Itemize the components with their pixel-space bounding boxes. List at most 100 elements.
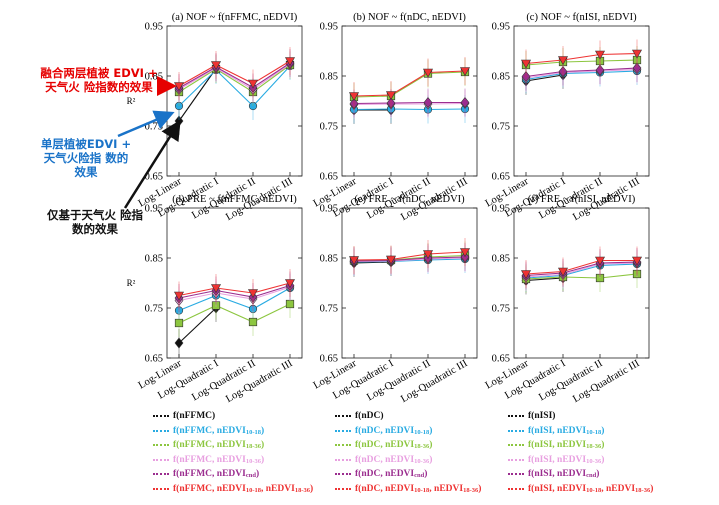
plot-frame xyxy=(166,207,303,359)
data-point xyxy=(557,56,569,66)
legend-entry: f(nDC) xyxy=(335,409,481,424)
series-line xyxy=(178,284,291,299)
legend-entry: f(nISI, nEDVIcnd) xyxy=(508,467,653,482)
legend-swatch xyxy=(508,473,524,476)
legend-swatch xyxy=(508,415,524,418)
legend-1: f(nDC) f(nDC, nEDVI10-18) f(nDC, nEDVI18-3… xyxy=(335,409,481,496)
plot-frame xyxy=(166,25,303,177)
series-line xyxy=(353,71,466,98)
legend-swatch xyxy=(153,429,169,432)
panel-3: (d) FRE ~ f(nFFMC, nEDVI) 0.65 0.75 0.85 0.9… xyxy=(127,194,303,405)
data-point xyxy=(285,299,295,309)
series-line xyxy=(525,263,638,279)
panel-0: (a) NOF ~ f(nFFMC, nEDVI)0.650.750.850.9… xyxy=(127,12,303,223)
y-tick-label: 0.75 xyxy=(145,304,163,315)
series-line xyxy=(353,101,465,105)
data-point xyxy=(422,68,434,78)
data-point xyxy=(247,289,259,299)
data-point xyxy=(348,92,360,102)
panel-4: (e) FRE ~ f(nDC, nEDVI) 0.65 0.75 0.85 0.95 L… xyxy=(312,194,478,405)
legend-label: f(nDC, nEDVI18-36) xyxy=(355,440,433,451)
data-point xyxy=(210,284,222,294)
plot-frame xyxy=(341,25,478,177)
series-line xyxy=(353,108,466,111)
data-point xyxy=(284,57,296,67)
panel-title: (e) FRE ~ f(nDC, nEDVI) xyxy=(354,194,465,205)
y-tick-label: 0.95 xyxy=(492,22,510,33)
legend-entry: f(nDC, nEDVI10-18, nEDVI18-36) xyxy=(335,482,481,497)
series-line xyxy=(525,277,564,282)
legend-label: f(nFFMC, nEDVIcnd) xyxy=(173,469,260,480)
legend-label: f(nDC) xyxy=(355,411,384,422)
legend-entry: f(nFFMC, nEDVI10-18, nEDVI18-36) xyxy=(153,482,313,497)
legend-swatch xyxy=(508,429,524,432)
series-line xyxy=(525,70,638,81)
data-point xyxy=(460,97,470,108)
legend-label: f(nDC, nEDVI10-18) xyxy=(355,425,433,436)
series-line xyxy=(178,63,291,91)
panel-2: (c) NOF ~ f(nISI, nEDVI) 0.65 0.75 0.85 0.95… xyxy=(484,12,650,223)
data-point xyxy=(284,279,296,289)
data-point xyxy=(248,317,258,327)
y-tick-label: 0.85 xyxy=(492,254,510,265)
legend-label: f(nISI) xyxy=(528,411,556,422)
y-tick-label: 0.85 xyxy=(145,72,163,83)
legend-swatch xyxy=(508,487,524,490)
series-line xyxy=(525,259,637,275)
y-axis-label: R² xyxy=(127,278,136,288)
data-point xyxy=(520,270,532,280)
plot-frame xyxy=(341,207,478,359)
legend-label: f(nDC, nEDVI10-18, nEDVI18-36) xyxy=(355,483,482,494)
data-point xyxy=(631,49,643,59)
legend-entry: f(nISI, nEDVI10-36) xyxy=(508,453,653,468)
legend-swatch xyxy=(335,415,351,418)
panel-1: (b) NOF ~ f(nDC, nEDVI)0.650.750.850.95L… xyxy=(312,12,478,223)
data-point xyxy=(210,61,222,71)
data-point xyxy=(557,267,569,277)
legend-label: f(nFFMC, nEDVI10-18) xyxy=(173,425,265,436)
legend-0: f(nFFMC) f(nFFMC, nEDVI10-18) f(nFFMC, nED… xyxy=(153,409,313,496)
y-tick-label: 0.95 xyxy=(145,22,163,33)
data-point xyxy=(595,64,605,76)
plot-frame xyxy=(513,25,650,177)
y-tick-label: 0.95 xyxy=(320,22,338,33)
data-point xyxy=(422,250,434,260)
legend-label: f(nFFMC, nEDVI10-18, nEDVI18-36) xyxy=(173,483,314,494)
legend-entry: f(nFFMC) xyxy=(153,409,313,424)
legend-swatch xyxy=(508,444,524,447)
x-tick-label: Log-Quadratic III xyxy=(399,358,470,405)
panel-title: (d) FRE ~ f(nFFMC, nEDVI) xyxy=(172,194,297,205)
series-line xyxy=(178,303,291,324)
data-point xyxy=(594,256,606,266)
panel-title: (c) NOF ~ f(nISI, nEDVI) xyxy=(526,12,637,23)
legend-label: f(nFFMC, nEDVI18-36) xyxy=(173,440,265,451)
y-tick-label: 0.95 xyxy=(320,204,338,215)
data-point xyxy=(348,256,360,266)
series-line xyxy=(178,287,291,312)
legend-swatch xyxy=(335,487,351,490)
series-line xyxy=(178,307,217,344)
series-line xyxy=(353,256,466,262)
legend-swatch xyxy=(153,444,169,447)
series-line xyxy=(525,68,638,79)
series-line xyxy=(178,60,291,87)
y-tick-label: 0.75 xyxy=(492,304,510,315)
legend-label: f(nFFMC, nEDVI10-36) xyxy=(173,454,265,465)
legend-entry: f(nDC, nEDVI10-36) xyxy=(335,453,481,468)
data-point xyxy=(594,50,606,60)
data-point xyxy=(174,337,184,349)
legend-label: f(nISI, nEDVI10-36) xyxy=(528,454,605,465)
legend-swatch xyxy=(335,429,351,432)
legend-label: f(nISI, nEDVIcnd) xyxy=(528,469,600,480)
legend-entry: f(nFFMC, nEDVIcnd) xyxy=(153,467,313,482)
legend-entry: f(nISI, nEDVI10-18) xyxy=(508,424,653,439)
series-line xyxy=(525,67,638,78)
y-axis-label: R² xyxy=(127,96,136,106)
panel-5: (f) FRE ~ f(nISI, nEDVI) 0.65 0.75 0.85 0.95… xyxy=(484,194,650,405)
plot-frame xyxy=(513,207,650,359)
annotation-weather-only: 仅基于天气火 险指数的效果 xyxy=(46,208,143,236)
y-tick-label: 0.95 xyxy=(145,204,163,215)
legend-label: f(nDC, nEDVIcnd) xyxy=(355,469,428,480)
legend-label: f(nISI, nEDVI18-36) xyxy=(528,440,605,451)
